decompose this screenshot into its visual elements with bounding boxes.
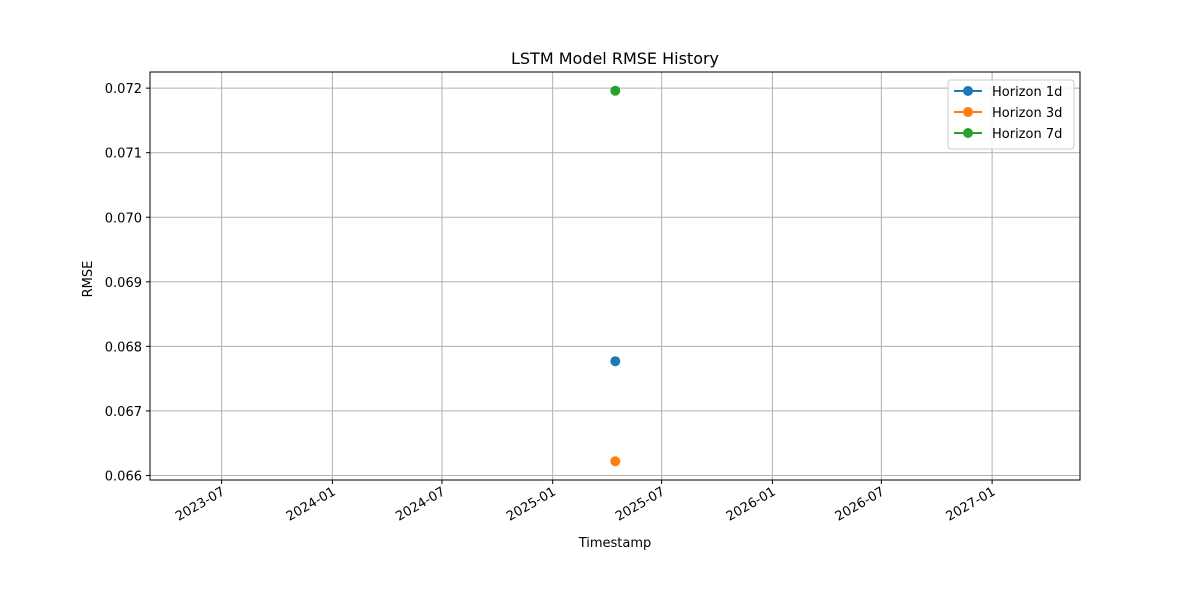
y-tick-label: 0.067 [105, 405, 142, 420]
y-tick-label: 0.068 [105, 340, 142, 355]
data-point-horizon-7d [610, 85, 621, 96]
x-axis-title: Timestamp [578, 536, 652, 551]
legend-label-horizon-3d: Horizon 3d [992, 106, 1062, 121]
legend-swatch-marker-horizon-3d [963, 107, 973, 117]
y-tick-label: 0.069 [105, 276, 142, 291]
y-axis-title: RMSE [81, 261, 96, 298]
y-tick-label: 0.066 [105, 469, 142, 484]
legend-swatch-marker-horizon-7d [963, 128, 973, 138]
data-series [610, 85, 621, 467]
legend-swatch-marker-horizon-1d [963, 86, 973, 96]
y-tick-label: 0.070 [105, 211, 142, 226]
legend: Horizon 1d Horizon 3d Horizon 7d [947, 79, 1075, 150]
data-point-horizon-1d [610, 356, 621, 367]
data-point-horizon-3d [610, 456, 621, 467]
legend-label-horizon-1d: Horizon 1d [992, 85, 1062, 100]
legend-box [947, 79, 1075, 150]
legend-label-horizon-7d: Horizon 7d [992, 127, 1062, 142]
chart-title: LSTM Model RMSE History [511, 49, 719, 68]
y-tick-label: 0.071 [105, 147, 142, 162]
y-tick-label: 0.072 [105, 82, 142, 97]
plot-frame [149, 71, 1081, 481]
